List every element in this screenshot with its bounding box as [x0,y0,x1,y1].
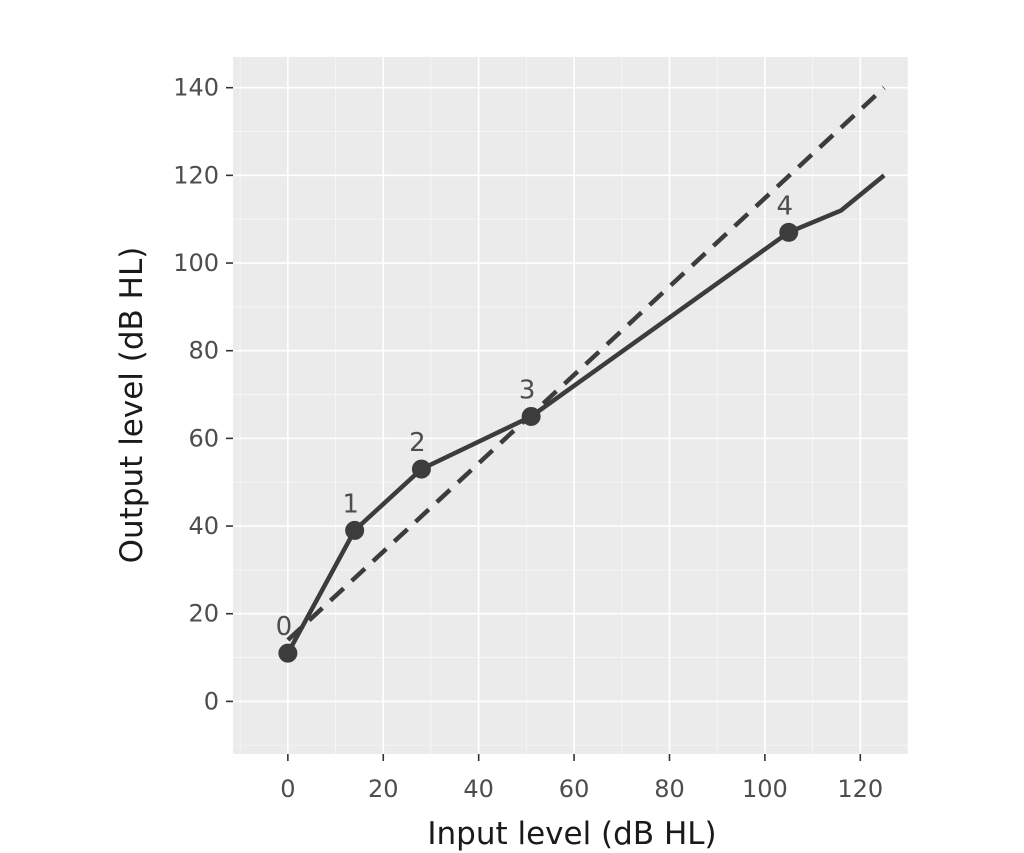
point-label: 0 [276,612,293,642]
data-point [521,406,541,426]
y-axis-title: Output level (dB HL) [114,247,150,564]
x-tick-label: 80 [654,775,685,803]
x-tick-label: 0 [280,775,295,803]
dashed-reference-line [286,86,886,642]
plot-panel [233,57,908,754]
data-point [278,643,298,663]
grid [233,57,909,754]
x-tick-label: 20 [368,775,399,803]
y-tick-label: 60 [188,424,219,452]
point-label: 2 [409,428,426,458]
points-layer: 0 1 2 3 4 [276,191,799,663]
data-point [779,222,799,242]
y-tick-label: 120 [173,161,219,189]
point-label: 1 [342,489,359,519]
point-label: 4 [776,191,793,221]
x-axis-title: Input level (dB HL) [427,816,716,852]
x-tick-label: 100 [742,775,788,803]
y-tick-label: 140 [173,74,219,102]
y-tick-label: 20 [188,600,219,628]
data-point [411,459,431,479]
y-tick-label: 40 [188,512,219,540]
x-tick-label: 40 [463,775,494,803]
x-tick-label: 120 [837,775,883,803]
y-tick-label: 80 [188,337,219,365]
y-tick-label: 100 [173,249,219,277]
point-label: 3 [519,375,536,405]
y-tick-label: 0 [204,687,219,715]
x-tick-label: 60 [559,775,590,803]
data-point [345,520,365,540]
